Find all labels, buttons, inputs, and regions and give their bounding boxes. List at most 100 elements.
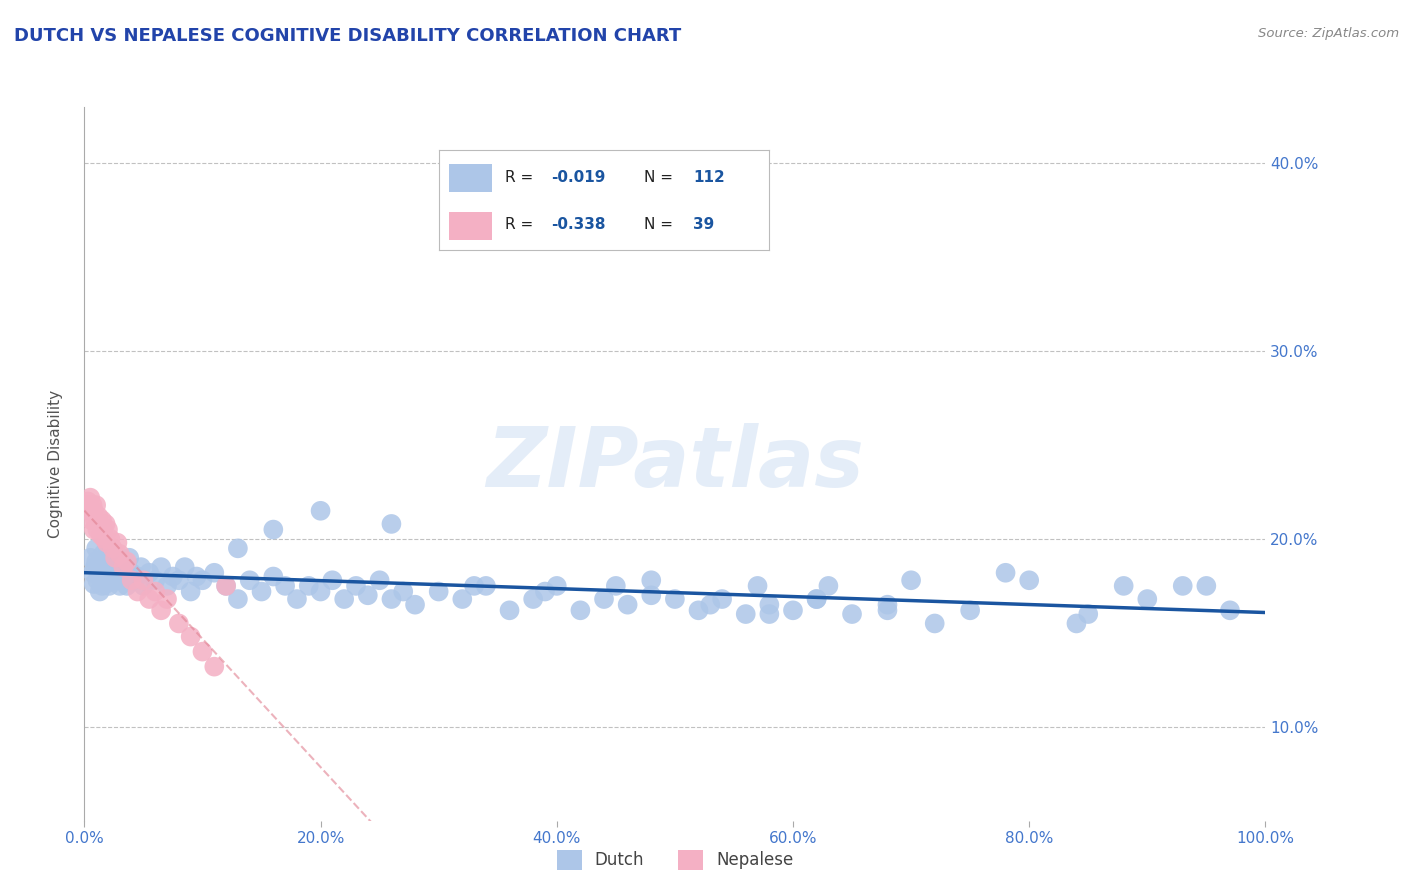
Point — [96, 535, 118, 549]
Point — [97, 541, 120, 556]
Point — [115, 579, 138, 593]
Point — [79, 550, 101, 565]
Point — [522, 592, 544, 607]
Point — [87, 560, 110, 574]
Point — [96, 574, 118, 588]
Point — [806, 592, 828, 607]
Point — [129, 560, 152, 574]
Point — [226, 592, 249, 607]
Point — [98, 554, 121, 568]
Point — [94, 554, 117, 568]
Point — [191, 574, 214, 588]
Point — [392, 584, 415, 599]
Point — [82, 566, 104, 580]
Point — [180, 630, 202, 644]
Point — [758, 598, 780, 612]
Point — [404, 598, 426, 612]
Point — [91, 523, 114, 537]
Point — [118, 550, 141, 565]
Point — [664, 592, 686, 607]
Point — [79, 491, 101, 505]
Point — [274, 579, 297, 593]
Point — [475, 579, 498, 593]
Point — [239, 574, 262, 588]
Point — [215, 579, 238, 593]
Point — [167, 574, 190, 588]
Point — [91, 579, 114, 593]
Point — [605, 579, 627, 593]
Point — [98, 532, 121, 546]
Point — [451, 592, 474, 607]
Point — [806, 592, 828, 607]
Point — [93, 566, 115, 580]
Point — [80, 513, 103, 527]
Point — [121, 566, 143, 580]
Point — [463, 579, 485, 593]
Point — [97, 523, 120, 537]
Point — [758, 607, 780, 621]
Point — [83, 504, 105, 518]
Point — [498, 603, 520, 617]
Point — [226, 541, 249, 556]
Point — [104, 566, 127, 580]
Point — [101, 541, 124, 556]
Point — [98, 579, 121, 593]
Point — [876, 598, 898, 612]
Point — [924, 616, 946, 631]
Point — [817, 579, 839, 593]
Point — [699, 598, 721, 612]
Point — [84, 498, 107, 512]
Point — [138, 592, 160, 607]
Point — [368, 574, 391, 588]
Point — [76, 498, 98, 512]
Point — [77, 504, 100, 518]
Point — [747, 579, 769, 593]
Point — [91, 554, 114, 568]
Point — [215, 579, 238, 593]
Point — [1066, 616, 1088, 631]
Point — [107, 535, 129, 549]
Point — [82, 498, 104, 512]
Point — [114, 560, 136, 574]
Point — [309, 584, 332, 599]
Point — [357, 588, 380, 602]
Point — [107, 574, 129, 588]
Point — [688, 603, 710, 617]
Point — [132, 574, 155, 588]
Point — [150, 603, 173, 617]
Point — [298, 579, 321, 593]
Point — [380, 592, 402, 607]
Point — [959, 603, 981, 617]
Point — [616, 598, 638, 612]
Point — [156, 592, 179, 607]
Point — [94, 516, 117, 531]
Point — [84, 541, 107, 556]
Point — [534, 584, 557, 599]
Point — [122, 574, 145, 588]
Point — [593, 592, 616, 607]
Point — [734, 607, 756, 621]
Text: Source: ZipAtlas.com: Source: ZipAtlas.com — [1258, 27, 1399, 40]
Point — [84, 554, 107, 568]
Point — [285, 592, 308, 607]
Point — [127, 584, 149, 599]
Point — [262, 523, 284, 537]
Point — [84, 560, 107, 574]
Point — [89, 584, 111, 599]
Point — [167, 616, 190, 631]
Point — [107, 554, 129, 568]
Point — [115, 554, 138, 568]
Point — [108, 579, 131, 593]
Point — [1171, 579, 1194, 593]
Point — [640, 574, 662, 588]
Point — [427, 584, 450, 599]
Point — [103, 550, 125, 565]
Point — [138, 566, 160, 580]
Point — [90, 528, 112, 542]
Point — [1077, 607, 1099, 621]
Point — [344, 579, 367, 593]
Point — [782, 603, 804, 617]
Point — [640, 588, 662, 602]
Point — [1195, 579, 1218, 593]
Point — [91, 547, 114, 561]
